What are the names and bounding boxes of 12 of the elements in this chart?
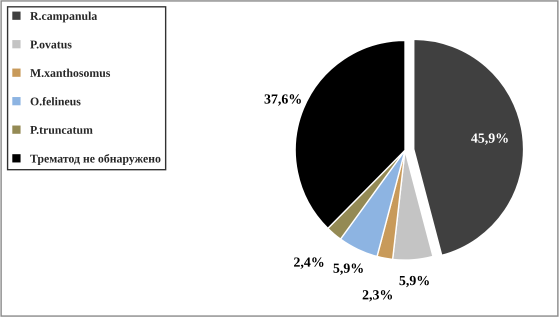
data-label: 5,9% [399, 276, 429, 288]
data-label: 45,9% [471, 133, 508, 145]
data-label: 2,3% [362, 290, 392, 302]
legend-label: R.campanula [30, 12, 98, 22]
data-label: 5,9% [333, 263, 363, 275]
legend-label: M.xanthosomus [30, 68, 110, 77]
legend-label: Трематод не обнаружено [30, 154, 160, 166]
legend-label: P.ovatus [30, 40, 72, 48]
legend-label: P.truncatum [30, 126, 93, 134]
data-label: 37,6% [264, 94, 301, 106]
data-label: 2,4% [294, 257, 324, 269]
legend-label: O.felineus [30, 96, 81, 106]
